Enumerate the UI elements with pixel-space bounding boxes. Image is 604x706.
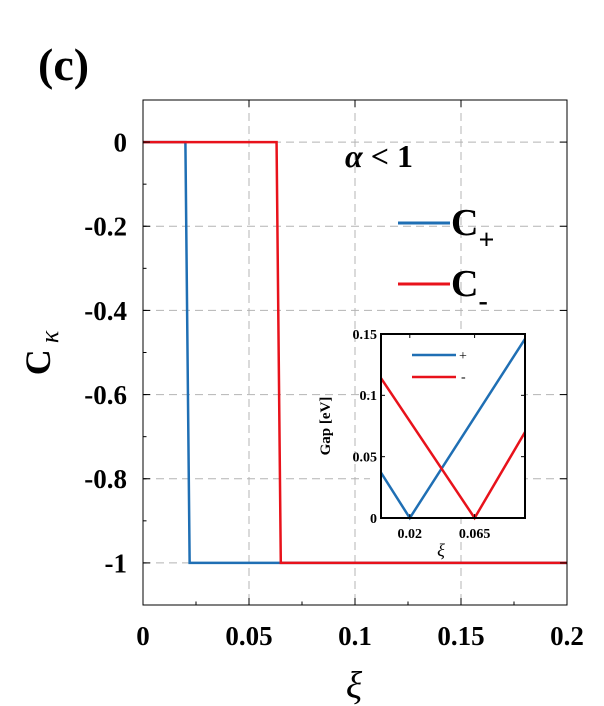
main-chart: 0 0.05 0.1 0.15 0.20-0.2-0.4-0.6-0.8-1 ξ Cκ … [18,99,584,706]
alpha-condition: < 1 [371,138,413,174]
main-legend: C+ C- [398,202,494,317]
main-ticks [142,99,568,606]
y-tick-label: -1 [105,548,128,578]
main-x-axis-label: ξ [346,665,363,706]
y-tick-label: 0.05 [353,451,378,466]
x-tick-label: 0.15 [437,621,484,651]
inset-legend-label-minus: - [461,370,466,385]
x-tick-label: 0.05 [225,621,272,651]
inset-ticks [381,333,525,519]
y-tick-label: 0 [370,512,377,527]
main-y-axis-label: Cκ [18,330,64,375]
legend-c-minus-main: C [451,263,478,305]
inset-legend: + - [412,349,467,385]
main-series [143,140,567,565]
inset-tick-labels: 0.02 0.065 0 0.05 0.1 0.15 [353,328,491,542]
inset-axes-frame [380,333,526,519]
x-tick-label: 0 [136,621,150,651]
inset-y-axis-label: Gap [eV] [318,397,334,456]
svg-text:Cκ: Cκ [18,330,64,375]
y-tick-label: -0.2 [84,212,127,242]
legend-label-c-plus: C+ [451,202,494,256]
legend-c-plus-sub: + [478,225,494,256]
main-y-label-subscript: κ [35,330,64,343]
y-tick-label: -0.8 [84,464,127,494]
alpha-annotation: α < 1 [345,138,413,174]
inset-x-axis-label: ξ [437,540,445,560]
y-tick-label: -0.6 [84,380,127,410]
panel-label: (c) [38,39,89,90]
legend-label-c-minus: C- [451,263,488,317]
x-tick-label: 0.1 [338,621,372,651]
inset-background [370,334,525,518]
y-tick-label: 0 [114,128,128,158]
main-tick-labels: 0 0.05 0.1 0.15 0.2 0 -0.2 -0.4 -0.6 -0.8 -1 [84,128,584,651]
y-tick-label: -0.4 [84,296,127,326]
y-tick-label: 0.1 [360,389,378,404]
legend-c-plus-main: C [451,202,478,244]
inset-chart: 0.02 0.065 0 0.05 0.1 0.15 Gap [eV] ξ + - [318,328,527,560]
series-line-C- [143,140,567,565]
legend-c-minus-sub: - [478,286,487,317]
y-tick-label: 0.15 [353,328,378,343]
x-tick-label: 0.2 [550,621,584,651]
alpha-symbol: α [345,138,364,174]
main-y-label-main: C [18,349,58,375]
x-tick-label: 0.02 [398,527,423,542]
inset-legend-label-plus: + [459,349,467,364]
x-tick-label: 0.065 [459,527,491,542]
